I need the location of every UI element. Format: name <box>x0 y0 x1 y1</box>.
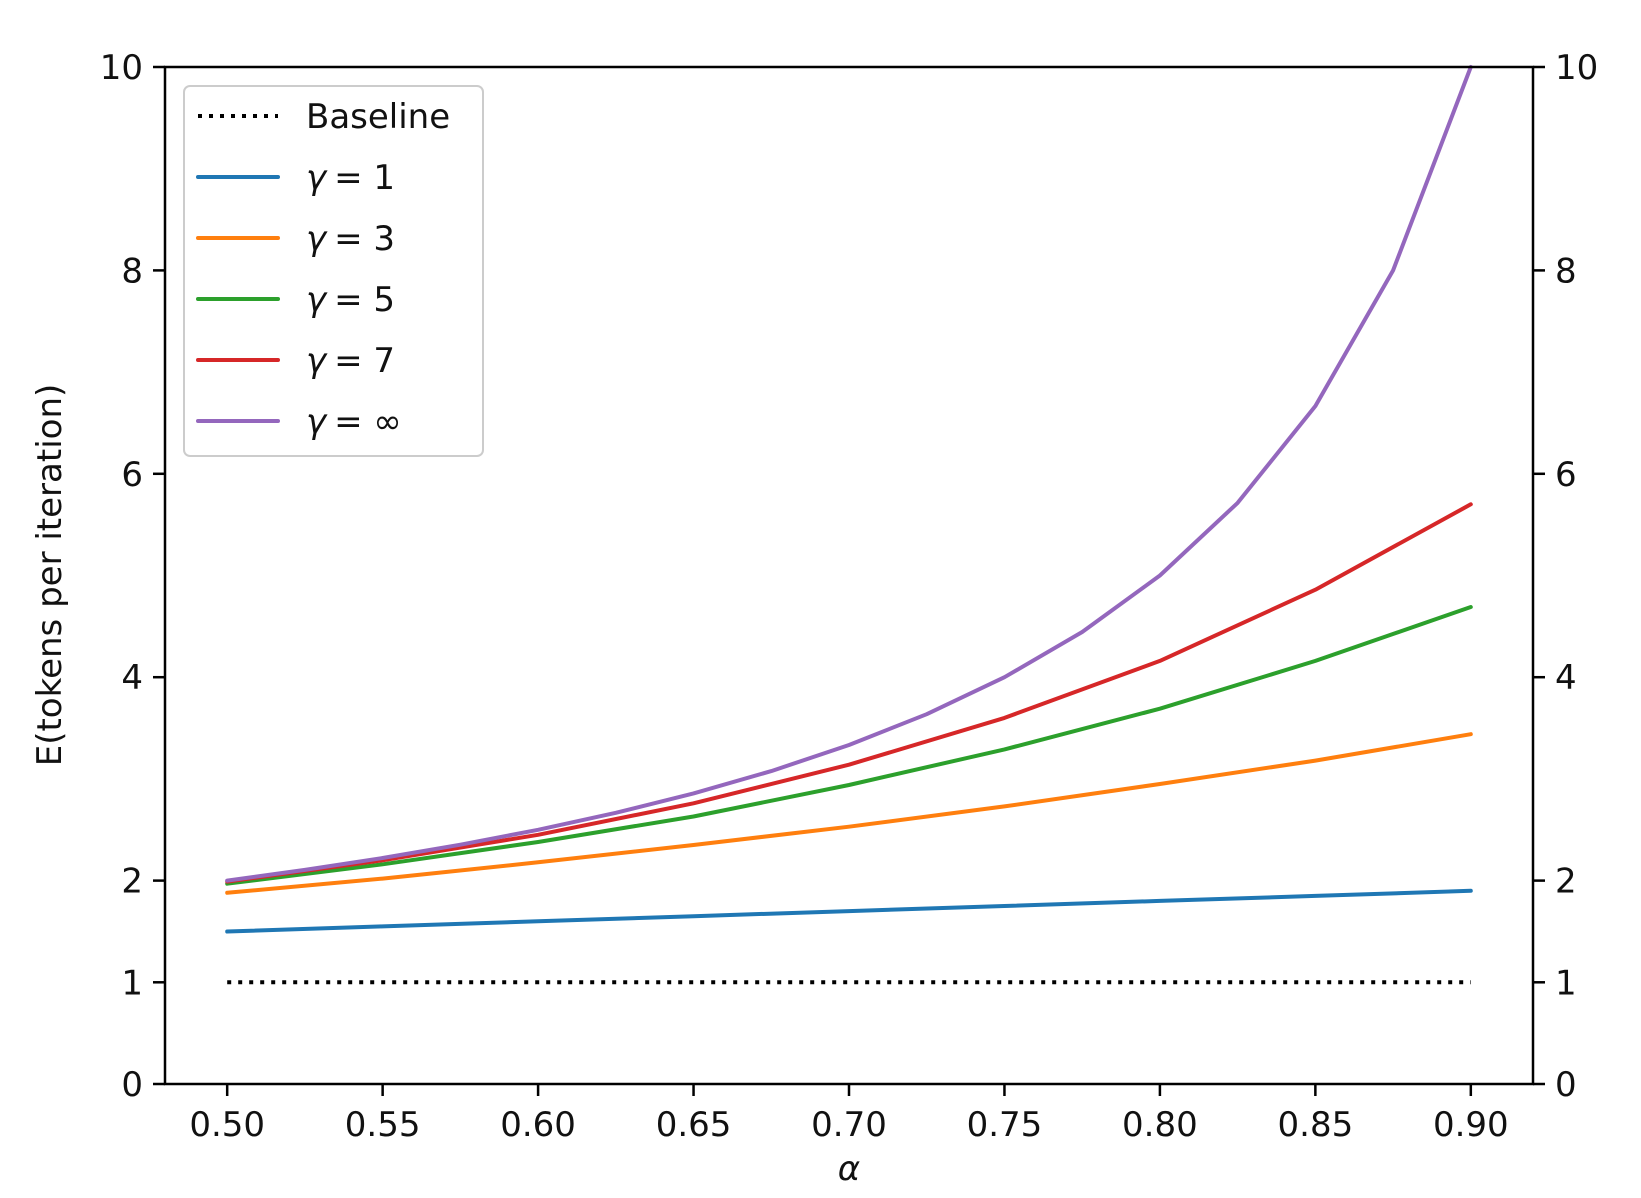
x-tick-label: 0.55 <box>345 1105 421 1145</box>
legend-label-baseline: Baseline <box>306 97 450 137</box>
x-tick-label: 0.70 <box>811 1105 887 1145</box>
series-line-gamma-7 <box>225 502 1473 884</box>
y-tick-label: 0 <box>121 1065 143 1105</box>
y-tick-label: 4 <box>121 658 143 698</box>
series-line-gamma-1 <box>225 888 1473 934</box>
legend-label-gamma-5: γ = 5 <box>306 280 395 320</box>
right-y-tick-label: 2 <box>1555 862 1577 902</box>
legend-entries: Baseline γ = 1 γ = 3 γ = 5 γ = 7 γ = ∞ <box>196 97 450 442</box>
legend-box <box>183 85 484 457</box>
series-layer <box>225 65 1473 985</box>
right-y-tick-label: 6 <box>1555 455 1577 495</box>
x-tick-label: 0.65 <box>656 1105 732 1145</box>
legend-label-gamma-1: γ = 1 <box>306 158 395 198</box>
y-axis-label: E(tokens per iteration) <box>30 384 70 767</box>
y-tick-label: 1 <box>121 963 143 1003</box>
legend-label-gamma-3: γ = 3 <box>306 219 395 259</box>
series-line-gamma-3 <box>225 732 1473 895</box>
legend: Baseline γ = 1 γ = 3 γ = 5 γ = 7 γ = ∞ <box>183 85 484 457</box>
x-axis-label: α <box>838 1149 860 1189</box>
x-tick-label: 0.85 <box>1278 1105 1354 1145</box>
legend-label-gamma-7: γ = 7 <box>306 341 395 381</box>
y-axis-ticks: 0 1 2 4 6 8 10 <box>100 48 165 1105</box>
x-tick-label: 0.50 <box>189 1105 265 1145</box>
right-y-tick-label: 1 <box>1555 963 1577 1003</box>
right-y-tick-label: 10 <box>1555 48 1598 88</box>
x-tick-label: 0.90 <box>1433 1105 1509 1145</box>
x-axis-ticks: 0.50 0.55 0.60 0.65 0.70 0.75 0.80 0.85 0.90 <box>189 1084 1509 1145</box>
y-tick-label: 2 <box>121 862 143 902</box>
x-tick-label: 0.80 <box>1122 1105 1198 1145</box>
series-line-gamma-inf <box>225 65 1473 883</box>
right-y-axis-ticks: 0 1 2 4 6 8 10 <box>1533 48 1598 1105</box>
right-y-tick-label: 8 <box>1555 251 1577 291</box>
x-tick-label: 0.75 <box>967 1105 1043 1145</box>
y-tick-label: 6 <box>121 455 143 495</box>
legend-label-gamma-inf: γ = ∞ <box>306 402 402 442</box>
y-tick-label: 8 <box>121 251 143 291</box>
series-line-gamma-5 <box>225 605 1473 886</box>
y-tick-label: 10 <box>100 48 143 88</box>
x-tick-label: 0.60 <box>500 1105 576 1145</box>
right-y-tick-label: 4 <box>1555 658 1577 698</box>
right-y-tick-label: 0 <box>1555 1065 1577 1105</box>
